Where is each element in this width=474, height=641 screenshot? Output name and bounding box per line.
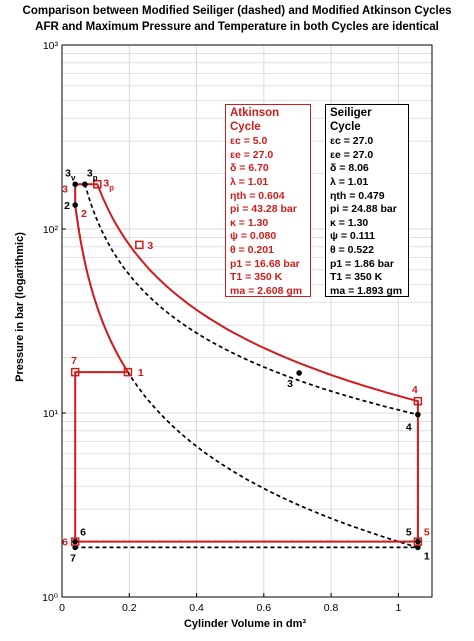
atkinson-label-7: 7 (71, 355, 77, 367)
seiliger-label-4: 4 (406, 422, 412, 434)
seiliger-point-6 (415, 538, 421, 545)
seiliger-point-1 (72, 202, 78, 208)
atkinson-param-psi: ψ = 0.080 (230, 230, 277, 243)
atkinson-label-5: 5 (424, 527, 430, 539)
atkinson-label-3p: 3p (103, 177, 114, 192)
atkinson-param-ma: ma = 2.608 gm (230, 284, 303, 297)
seiliger-label-3v: 3v (65, 167, 76, 182)
x-tick-label-4: 0.8 (324, 602, 339, 614)
seiliger-label-1: 1 (424, 550, 430, 562)
seiliger-param-lambda: λ = 1.01 (330, 175, 369, 188)
atkinson-label-3-expansion: 3 (147, 240, 153, 252)
seiliger-panel-title: Seiliger Cycle (330, 107, 372, 133)
plot-frame (61, 44, 433, 598)
atkinson-param-ec: εc = 5.0 (230, 135, 268, 148)
seiliger-param-theta: θ = 0.522 (330, 243, 374, 256)
atkinson-param-eta: ηth = 0.604 (230, 189, 285, 202)
seiliger-label-3-expansion: 3 (287, 378, 293, 390)
seiliger-label-3p: 3p (87, 167, 98, 182)
seiliger-param-t1: T1 = 350 K (330, 271, 383, 284)
atkinson-param-theta: θ = 0.201 (230, 243, 274, 256)
seiliger-param-kappa: κ = 1.30 (330, 216, 369, 229)
seiliger-point-0 (415, 544, 421, 551)
seiliger-param-ma: ma = 1.893 gm (330, 284, 403, 297)
seiliger-point-4 (296, 370, 302, 376)
atkinson-label-6: 6 (62, 537, 68, 549)
seiliger-label-7: 7 (70, 552, 76, 564)
chart-title-line-1: Comparison between Modified Seiliger (da… (22, 5, 452, 17)
atkinson-label-1: 1 (138, 367, 144, 379)
seiliger-label-5: 5 (406, 527, 412, 539)
atkinson-param-kappa: κ = 1.30 (230, 216, 269, 229)
atkinson-point-4 (135, 240, 144, 250)
x-tick-label-2: 0.4 (189, 602, 204, 614)
atkinson-param-t1: T1 = 350 K (230, 271, 283, 284)
seiliger-label-6: 6 (80, 527, 86, 539)
atkinson-point-7 (70, 537, 80, 546)
seiliger-point-3 (82, 181, 88, 188)
seiliger-label-2: 2 (64, 200, 70, 212)
seiliger-cycle-curve (74, 183, 419, 549)
seiliger-point-8 (72, 544, 78, 551)
seiliger-param-ec: εc = 27.0 (330, 135, 374, 148)
atkinson-point-5 (413, 396, 423, 406)
x-tick-label-5: 1 (395, 602, 401, 614)
atkinson-label-4: 4 (412, 384, 418, 396)
x-tick-label-1: 0.2 (122, 602, 137, 614)
y-tick-label-1: 10¹ (43, 408, 59, 420)
seiliger-param-p1: p1 = 1.86 bar (330, 257, 394, 270)
y-tick-label-3: 10³ (43, 40, 59, 52)
y-tick-label-2: 10² (43, 224, 59, 236)
atkinson-point-0 (123, 367, 133, 377)
x-axis-label: Cylinder Volume in dm³ (183, 618, 307, 630)
atkinson-point-6 (413, 537, 423, 546)
seiliger-param-ee: εe = 27.0 (330, 148, 374, 161)
atkinson-cycle-curve (74, 183, 419, 543)
atkinson-param-lambda: λ = 1.01 (230, 175, 269, 188)
chart-title-line-2: AFR and Maximum Pressure and Temperature… (35, 21, 439, 33)
x-tick-label-0: 0 (59, 602, 65, 614)
seiliger-param-psi: ψ = 0.111 (330, 230, 375, 243)
atkinson-panel-title: Atkinson Cycle (230, 107, 280, 133)
seiliger-parameter-panel: Seiliger Cycle εc = 27.0 εe = 27.0 δ = 8… (325, 104, 409, 297)
atkinson-param-delta: δ = 6.70 (230, 162, 269, 175)
atkinson-param-p1: p1 = 16.68 bar (230, 257, 300, 270)
atkinson-point-8 (70, 367, 80, 377)
atkinson-parameter-panel: Atkinson Cycle εc = 5.0 εe = 27.0 δ = 6.… (225, 104, 311, 297)
atkinson-param-ee: εe = 27.0 (230, 148, 274, 161)
seiliger-param-pi: pi = 24.88 bar (330, 203, 397, 216)
atkinson-point-3 (93, 180, 102, 189)
atkinson-label-3: 3 (62, 183, 68, 195)
seiliger-point-7 (72, 538, 78, 545)
atkinson-label-2: 2 (81, 208, 87, 220)
seiliger-param-eta: ηth = 0.479 (330, 189, 385, 202)
y-tick-label-0: 10⁰ (42, 592, 59, 604)
seiliger-param-delta: δ = 8.06 (330, 162, 369, 175)
atkinson-param-pi: pi = 43.28 bar (230, 203, 297, 216)
seiliger-point-5 (415, 411, 421, 418)
y-axis-label: Pressure in bar (logarithmic) (14, 232, 26, 382)
x-tick-label-3: 0.6 (257, 602, 272, 614)
seiliger-point-2 (72, 181, 78, 188)
